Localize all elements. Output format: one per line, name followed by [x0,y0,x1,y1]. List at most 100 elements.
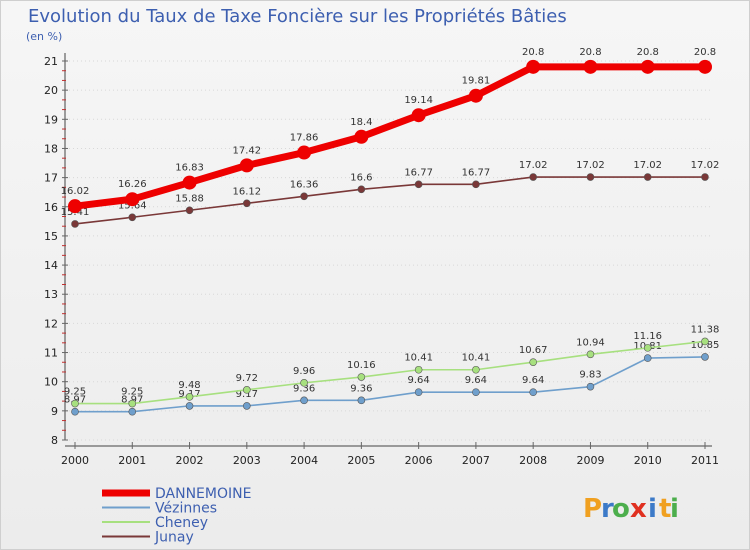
data-label: 16.36 [290,179,319,190]
logo-letter: r [601,494,614,524]
data-label: 9.17 [236,389,258,400]
data-point [357,373,366,381]
data-point [128,213,137,222]
data-point [185,206,194,215]
data-point [583,59,598,74]
data-point [297,145,312,160]
grid [65,60,710,441]
y-tick-label: 18 [44,142,58,155]
data-point [243,199,251,208]
data-label: 20.8 [579,47,601,58]
data-point [586,350,595,359]
legend-label: Junay [154,530,194,546]
y-tick-label: 13 [44,288,58,301]
data-point [526,59,541,74]
logo-letter: t [659,494,671,524]
x-tick-label: 2000 [61,454,89,467]
y-tick-label: 11 [44,347,58,360]
y-tick-label: 12 [44,317,58,330]
data-label: 20.8 [637,47,659,58]
data-point [71,220,79,228]
x-tick-label: 2003 [233,454,261,467]
logo-letter: i [648,494,657,524]
y-tick-label: 9 [51,405,58,418]
data-label: 9.64 [522,375,544,386]
data-label: 17.42 [232,145,261,156]
data-point [468,88,483,103]
data-point [414,388,423,396]
data-label: 17.02 [633,160,662,171]
data-label: 10.16 [347,360,376,371]
data-point [586,382,595,391]
x-tick-label: 2001 [118,454,146,467]
data-point [354,129,369,144]
data-point [71,399,79,408]
data-label: 9.72 [236,373,258,384]
series-line-junay [74,176,706,225]
data-label: 10.41 [462,353,491,364]
data-point [701,353,709,361]
data-point [300,396,308,405]
data-point [357,185,366,194]
data-point [300,379,308,387]
data-label: 15.88 [175,193,204,204]
data-label: 17.02 [519,160,548,171]
data-point [586,173,595,181]
data-point [239,158,254,173]
data-point [529,173,537,181]
data-point [185,393,194,401]
logo-letter: P [583,494,602,524]
x-tick-label: 2006 [405,454,433,467]
data-label: 19.14 [404,95,433,106]
data-label: 20.8 [694,47,716,58]
y-tick-label: 14 [44,259,58,272]
logo-letter: x [630,494,647,524]
data-label: 10.94 [576,337,605,348]
data-point [128,399,137,408]
x-tick-label: 2004 [290,454,318,467]
logo-letter: o [612,494,630,524]
data-point [182,175,197,190]
data-point [698,59,712,74]
data-label: 9.25 [64,387,86,398]
data-label: 9.64 [465,375,487,386]
data-label: 9.25 [121,387,143,398]
series-line-dannemoine [71,63,709,210]
y-tick-label: 10 [44,376,58,389]
series-line-vézinnes [74,356,706,413]
y-tick-label: 15 [44,230,58,243]
data-point [701,337,709,346]
data-label: 17.86 [290,133,319,144]
data-label: 16.12 [232,186,261,197]
data-point [472,365,480,374]
data-point [643,173,652,181]
data-label: 9.36 [293,383,315,394]
data-point [414,180,423,189]
data-point [185,402,194,410]
data-point [701,173,709,181]
data-point [357,396,366,405]
y-tick-label: 17 [44,172,58,185]
data-point [243,402,251,410]
data-point [300,192,308,201]
data-label: 16.77 [404,167,433,178]
data-point [414,365,423,374]
y-tick-label: 16 [44,201,58,214]
proxiti-logo: Pro x i ti [583,494,679,524]
data-label: 16.6 [350,172,372,183]
data-point [125,192,140,207]
x-tick-label: 2008 [519,454,547,467]
data-label: 17.02 [576,160,605,171]
data-point [643,344,652,352]
data-label: 11.16 [633,331,662,342]
data-point [128,407,137,416]
x-tick-label: 2007 [462,454,490,467]
data-point [411,108,426,123]
x-tick-label: 2005 [347,454,375,467]
data-point [643,354,652,362]
y-tick-label: 21 [44,55,58,68]
data-label: 10.67 [519,345,548,356]
axes: 8 9 10 11 12 13 14 15 16 17 18 19 20 21 2000 2001 2002 20… [44,53,719,467]
